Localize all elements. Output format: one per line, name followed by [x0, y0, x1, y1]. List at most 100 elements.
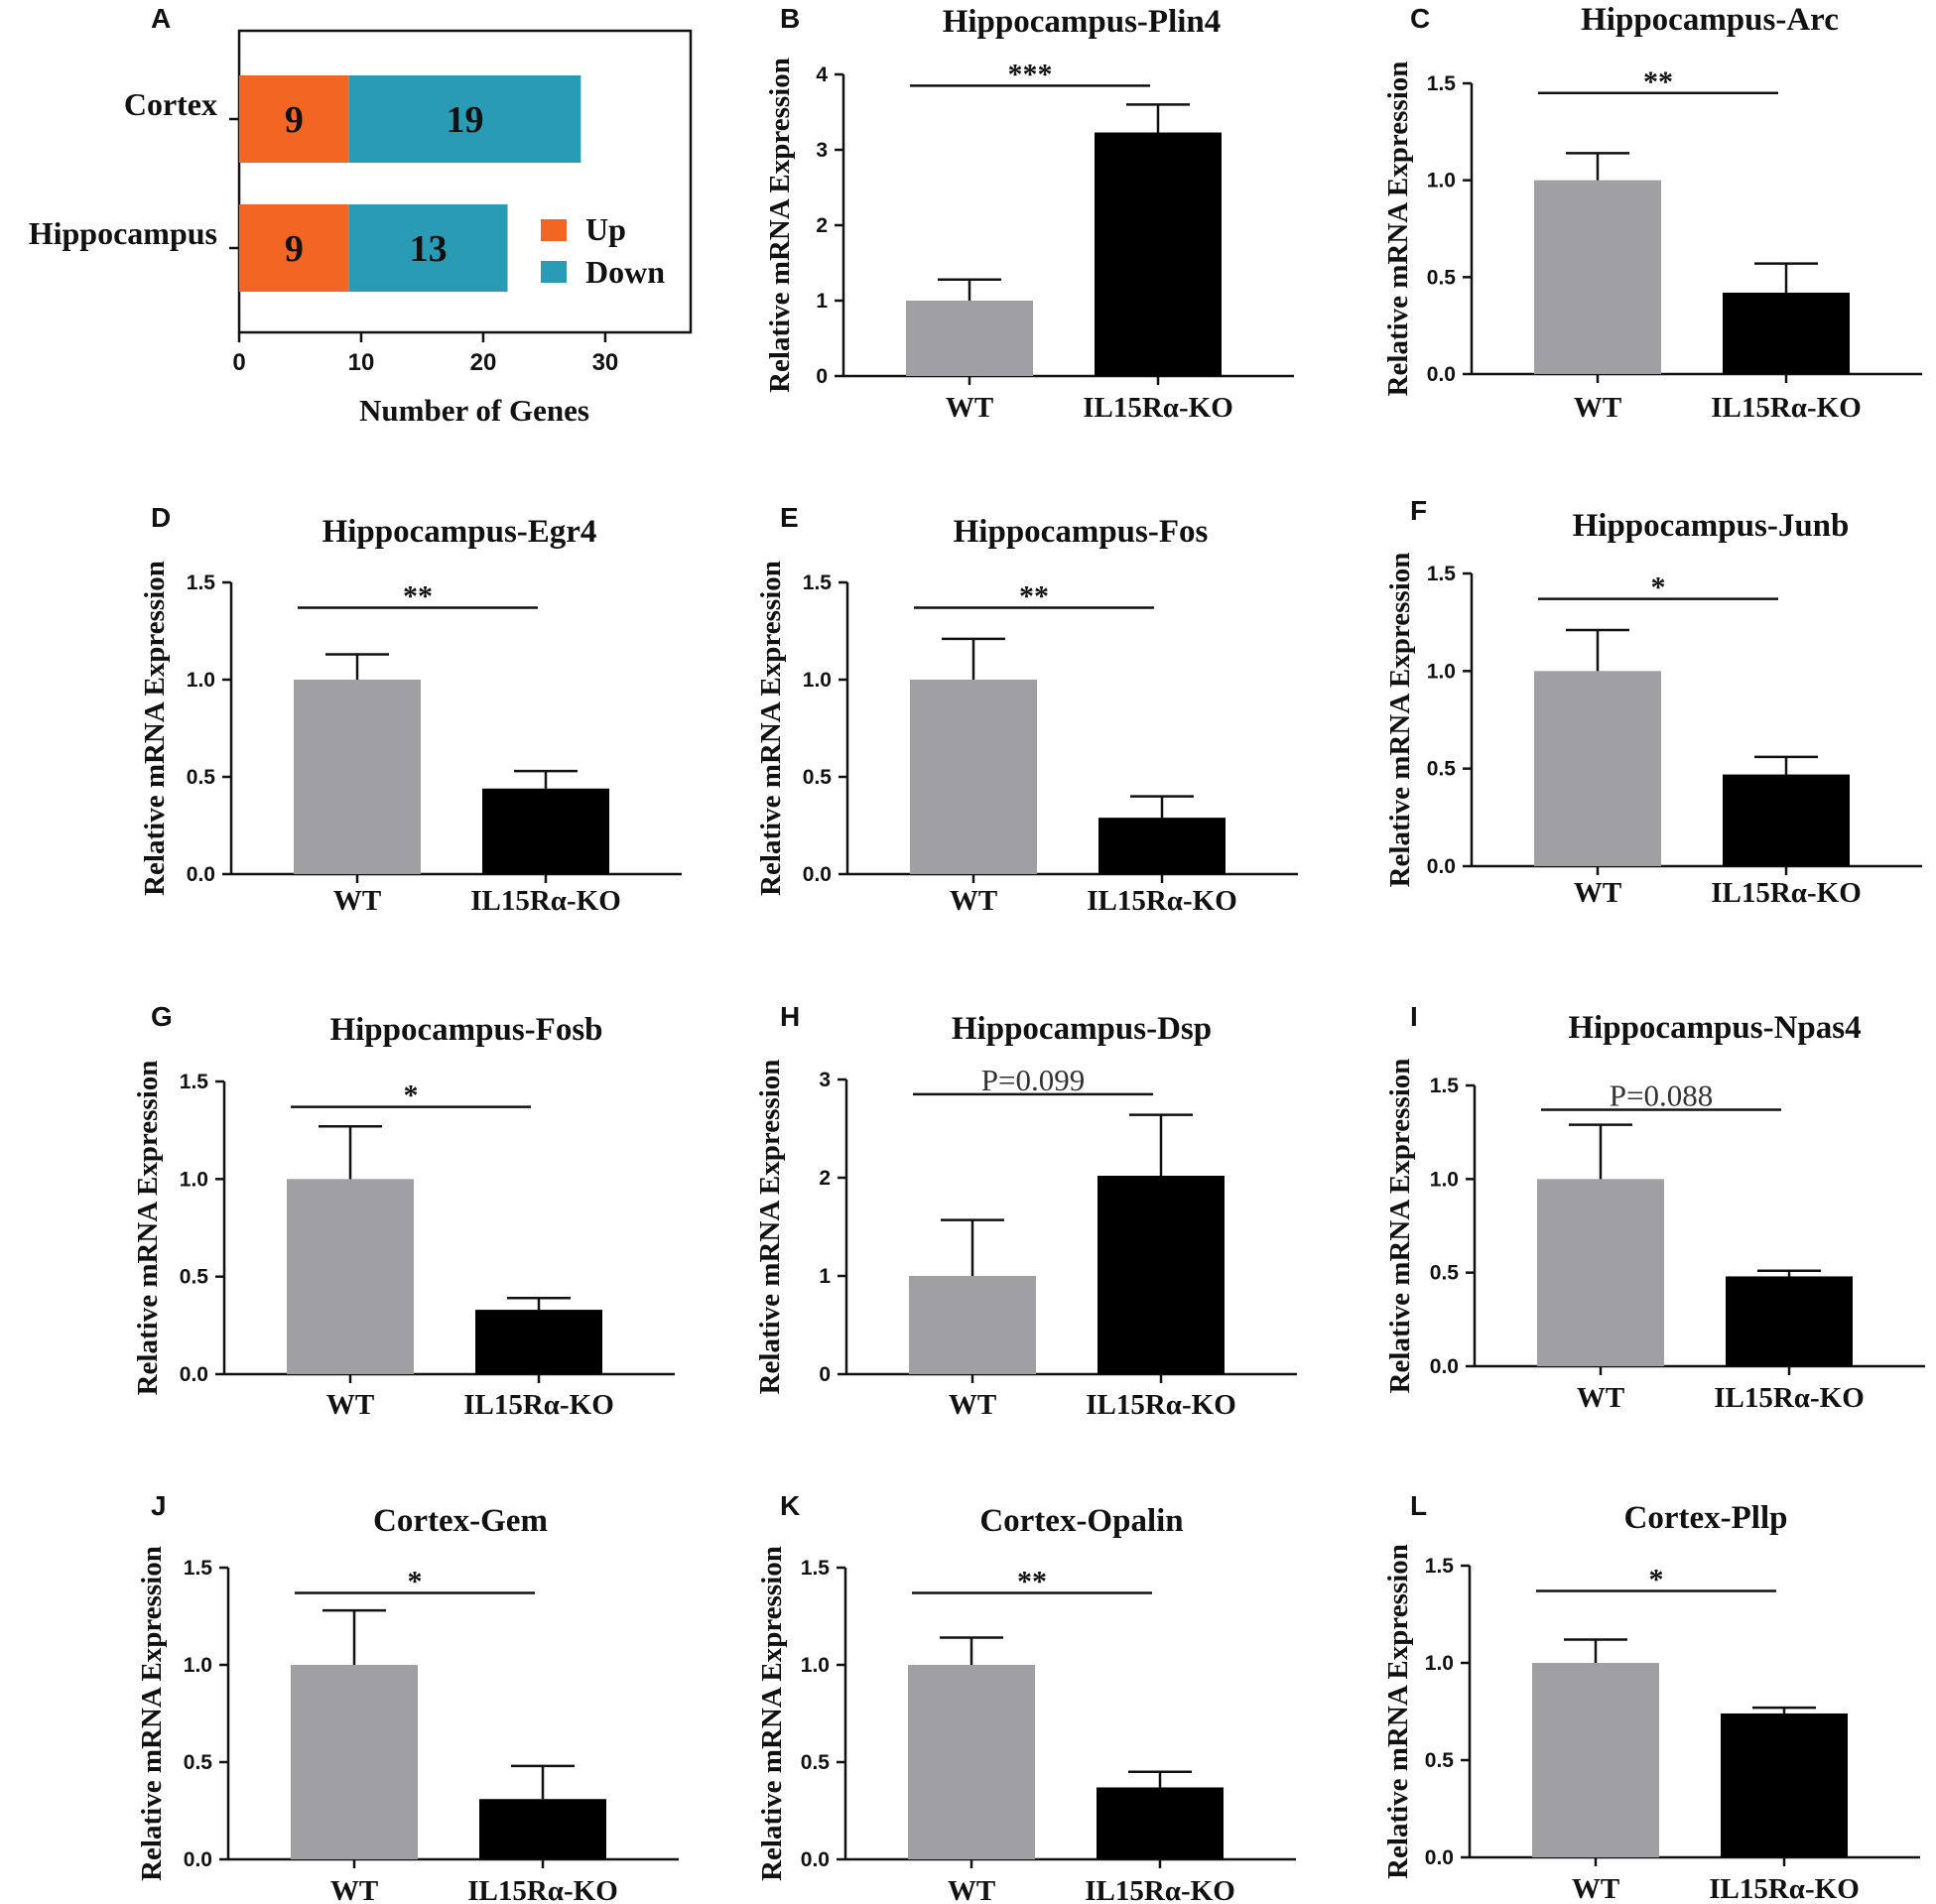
- category-label: IL15Rα-KO: [1709, 1873, 1860, 1904]
- panel-letter-g: G: [151, 1001, 173, 1032]
- y-tick-label: 0: [816, 365, 828, 388]
- y-tick-label: 1.5: [1430, 1075, 1460, 1097]
- y-tick-label: 0.5: [180, 1266, 209, 1289]
- bar-row: Cortex 9 19: [124, 75, 581, 163]
- category-label: Cortex: [124, 86, 217, 122]
- bar-ko: [1726, 1276, 1853, 1366]
- bar-up: [239, 204, 349, 292]
- y-axis-label: Relative mRNA Expression: [1384, 553, 1416, 888]
- y-tick-label: 0.0: [1425, 1846, 1454, 1869]
- y-tick-label: 1.0: [1430, 1168, 1459, 1191]
- chart-title: Cortex-Opalin: [979, 1503, 1183, 1539]
- chart-title: Hippocampus-Junb: [1573, 508, 1850, 544]
- y-tick-label: 1.5: [184, 1557, 213, 1580]
- y-tick-label: 2: [816, 214, 828, 237]
- bar-down: [348, 75, 581, 163]
- y-tick-label: 1.5: [1427, 563, 1457, 585]
- bar-row: Hippocampus 9 13: [29, 204, 508, 292]
- panel-letter-f: F: [1410, 495, 1427, 526]
- significance-label: ***: [1008, 58, 1053, 90]
- y-tick-label: 0.5: [184, 1751, 213, 1774]
- panel-letter-k: K: [780, 1490, 800, 1521]
- y-tick-label: 0.0: [801, 1848, 830, 1871]
- y-tick-label: 0.5: [1430, 1262, 1460, 1285]
- panel-l: L Cortex-Pllp Relative mRNA Expression 0.0 0…: [1382, 1490, 1920, 1904]
- legend: Up Down: [541, 211, 665, 290]
- bar-ko: [1721, 1713, 1848, 1857]
- y-tick-label: 0.0: [1427, 855, 1456, 878]
- y-axis-label: Relative mRNA Expression: [139, 561, 171, 896]
- category-label: IL15Rα-KO: [1086, 1389, 1236, 1421]
- y-tick-label: 1.0: [1427, 170, 1456, 192]
- chart-title: Hippocampus-Dsp: [952, 1011, 1212, 1047]
- bar-value-label: 13: [410, 228, 448, 270]
- category-label: WT: [326, 1389, 374, 1421]
- bar-ko: [1097, 1787, 1224, 1859]
- y-tick-label: 1.5: [803, 571, 833, 594]
- chart-title: Hippocampus-Arc: [1581, 2, 1839, 38]
- bar-value-label: 19: [447, 99, 484, 141]
- chart-title: Hippocampus-Fosb: [329, 1012, 602, 1048]
- y-tick-label: 0.5: [1427, 266, 1457, 289]
- panel-k: K Cortex-Opalin Relative mRNA Expression 0.…: [756, 1490, 1296, 1904]
- bar-ko: [1095, 132, 1222, 376]
- x-tick-label: 0: [232, 349, 245, 376]
- bar-ko: [1097, 1176, 1225, 1374]
- bar-ko: [1098, 818, 1226, 874]
- y-tick-label: 0.0: [1430, 1355, 1459, 1378]
- category-label: IL15Rα-KO: [1711, 877, 1862, 909]
- panel-e: E Hippocampus-Fos Relative mRNA Expression…: [755, 502, 1298, 917]
- chart-title: Hippocampus-Npas4: [1568, 1010, 1861, 1046]
- bar-up: [239, 75, 349, 163]
- y-tick-label: 2: [819, 1167, 831, 1190]
- panel-d: D Hippocampus-Egr4 Relative mRNA Expressio…: [139, 502, 682, 917]
- category-label: IL15Rα-KO: [470, 885, 621, 917]
- y-tick-label: 1.0: [187, 669, 215, 692]
- chart-title: Hippocampus-Plin4: [943, 4, 1222, 40]
- y-axis-label: Relative mRNA Expression: [1382, 1544, 1414, 1879]
- plot-frame: [237, 29, 693, 334]
- y-tick-label: 1.0: [184, 1654, 212, 1677]
- significance-label: *: [1651, 571, 1666, 604]
- y-axis-label: Relative mRNA Expression: [754, 1060, 786, 1395]
- y-tick-label: 1.0: [1427, 660, 1456, 683]
- legend-label-down: Down: [585, 254, 665, 290]
- y-tick-label: 1.5: [1425, 1555, 1455, 1578]
- chart-title: Hippocampus-Fos: [954, 514, 1209, 550]
- bar-ko: [475, 1310, 602, 1374]
- category-label: IL15Rα-KO: [1087, 885, 1237, 917]
- y-axis-label: Relative mRNA Expression: [1382, 62, 1414, 397]
- y-tick-label: 1: [816, 290, 828, 313]
- y-tick-label: 3: [816, 139, 828, 162]
- y-tick-label: 1.5: [1427, 72, 1457, 95]
- bar-wt: [291, 1665, 418, 1859]
- y-tick-label: 1.0: [803, 669, 832, 692]
- panel-i: I Hippocampus-Npas4 Relative mRNA Expressi…: [1384, 1001, 1925, 1414]
- y-tick-label: 0.5: [803, 766, 833, 789]
- panel-letter-h: H: [780, 1001, 800, 1032]
- significance-label: **: [1643, 65, 1673, 98]
- bar-down: [348, 204, 508, 292]
- bar-ko: [479, 1799, 606, 1859]
- significance-label: *: [1649, 1563, 1664, 1595]
- panel-b: B Hippocampus-Plin4 Relative mRNA Expressi…: [764, 3, 1294, 424]
- category-label: WT: [1572, 1873, 1619, 1904]
- y-tick-label: 0.0: [184, 1848, 212, 1871]
- category-label: IL15Rα-KO: [463, 1389, 614, 1421]
- y-tick-label: 0: [819, 1363, 831, 1386]
- y-axis-label: Relative mRNA Expression: [756, 1546, 788, 1881]
- x-tick-label: 30: [592, 349, 619, 376]
- y-axis-label: Relative mRNA Expression: [1384, 1059, 1416, 1394]
- significance-label: P=0.088: [1610, 1079, 1713, 1113]
- significance-label: **: [403, 579, 433, 612]
- x-axis-label: Number of Genes: [359, 393, 589, 428]
- panel-f: F Hippocampus-Junb Relative mRNA Expressio…: [1384, 495, 1922, 909]
- bar-ko: [1723, 774, 1850, 866]
- category-label: IL15Rα-KO: [1711, 392, 1862, 424]
- y-axis-label: Relative mRNA Expression: [764, 58, 796, 393]
- category-label: WT: [946, 392, 993, 424]
- bar-wt: [1532, 1663, 1659, 1857]
- panel-j: J Cortex-Gem Relative mRNA Expression 0.0 0.…: [136, 1490, 679, 1904]
